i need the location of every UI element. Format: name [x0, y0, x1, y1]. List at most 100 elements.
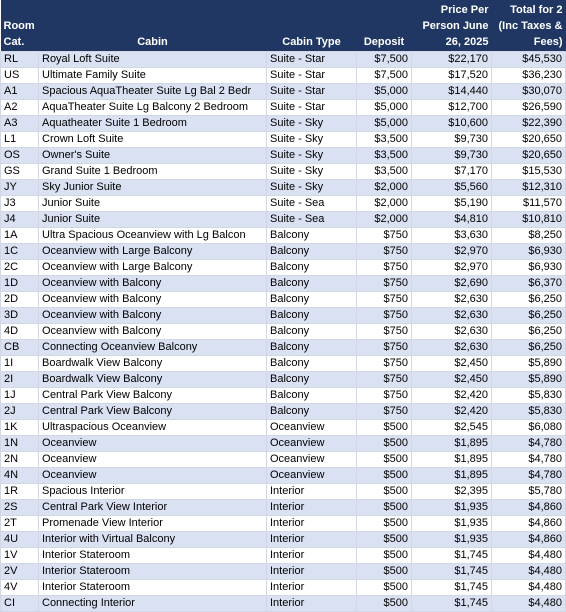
table-cell: $750 — [356, 291, 412, 308]
table-cell: $26,590 — [491, 99, 566, 116]
table-cell: $2,545 — [411, 419, 492, 436]
table-cell: $1,745 — [411, 563, 492, 580]
table-cell: Oceanview with Balcony — [38, 307, 267, 324]
table-cell: Central Park View Balcony — [38, 387, 267, 404]
table-cell: 4D — [0, 323, 39, 340]
table-row: OS Owner's Suite Suite - Sky $3,500 $9,730 $2… — [0, 147, 566, 164]
table-cell: $4,860 — [491, 499, 566, 516]
table-cell: 1I — [0, 355, 39, 372]
table-cell: 1C — [0, 243, 39, 260]
table-row: J3 Junior Suite Suite - Sea $2,000 $5,190 $11… — [0, 195, 566, 212]
table-row: 2T Promenade View Interior Interior $500 $1,… — [0, 515, 566, 532]
table-cell: $500 — [356, 499, 412, 516]
table-cell: Oceanview with Balcony — [38, 275, 267, 292]
table-cell: Oceanview with Large Balcony — [38, 259, 267, 276]
table-cell: $500 — [356, 579, 412, 596]
table-cell: Balcony — [266, 307, 357, 324]
table-cell: $20,650 — [491, 147, 566, 164]
table-row: 3D Oceanview with Balcony Balcony $750 $2,63… — [0, 307, 566, 324]
table-cell: $5,000 — [356, 83, 412, 100]
table-row: GS Grand Suite 1 Bedroom Suite - Sky $3,500… — [0, 163, 566, 180]
table-cell: $5,190 — [411, 195, 492, 212]
table-cell: $1,895 — [411, 435, 492, 452]
table-cell: $2,395 — [411, 483, 492, 500]
table-cell: Oceanview — [38, 435, 267, 452]
table-cell: Promenade View Interior — [38, 515, 267, 532]
table-cell: 2D — [0, 291, 39, 308]
table-cell: $4,810 — [411, 211, 492, 228]
table-cell: $6,250 — [491, 339, 566, 356]
table-cell: $4,480 — [491, 547, 566, 564]
table-cell: $1,745 — [411, 547, 492, 564]
table-cell: $10,810 — [491, 211, 566, 228]
table-cell: 4U — [0, 531, 39, 548]
table-cell: CI — [0, 595, 39, 612]
table-cell: $750 — [356, 227, 412, 244]
table-cell: $750 — [356, 339, 412, 356]
table-cell: $4,780 — [491, 451, 566, 468]
table-cell: $1,935 — [411, 515, 492, 532]
table-cell: $6,250 — [491, 291, 566, 308]
table-cell: $2,450 — [411, 355, 492, 372]
table-cell: 1R — [0, 483, 39, 500]
table-cell: 2C — [0, 259, 39, 276]
table-cell: Suite - Star — [266, 67, 357, 84]
table-cell: 2I — [0, 371, 39, 388]
table-cell: $17,520 — [411, 67, 492, 84]
table-cell: $3,630 — [411, 227, 492, 244]
table-cell: Suite - Sky — [266, 115, 357, 132]
table-cell: Balcony — [266, 387, 357, 404]
table-cell: $7,500 — [356, 67, 412, 84]
table-cell: Oceanview — [266, 451, 357, 468]
table-cell: $15,530 — [491, 163, 566, 180]
table-cell: $6,930 — [491, 243, 566, 260]
table-cell: Spacious AquaTheater Suite Lg Bal 2 Bedr — [38, 83, 267, 100]
table-cell: Balcony — [266, 403, 357, 420]
table-cell: $2,630 — [411, 323, 492, 340]
table-cell: Owner's Suite — [38, 147, 267, 164]
table-cell: $3,500 — [356, 131, 412, 148]
table-cell: $30,070 — [491, 83, 566, 100]
table-cell: Suite - Sky — [266, 147, 357, 164]
table-cell: Balcony — [266, 243, 357, 260]
table-cell: A2 — [0, 99, 39, 116]
table-cell: $5,830 — [491, 403, 566, 420]
table-cell: $2,000 — [356, 211, 412, 228]
table-cell: $2,630 — [411, 339, 492, 356]
table-cell: $750 — [356, 243, 412, 260]
table-cell: 2J — [0, 403, 39, 420]
table-cell: $12,700 — [411, 99, 492, 116]
table-row: 1J Central Park View Balcony Balcony $750 $2… — [0, 387, 566, 404]
table-cell: $500 — [356, 515, 412, 532]
table-row: A2 AquaTheater Suite Lg Balcony 2 Bedroom… — [0, 99, 566, 116]
table-cell: Grand Suite 1 Bedroom — [38, 163, 267, 180]
table-cell: $750 — [356, 371, 412, 388]
table-cell: Oceanview with Balcony — [38, 291, 267, 308]
table-cell: $12,310 — [491, 179, 566, 196]
table-row: 4V Interior Stateroom Interior $500 $1,745 $4… — [0, 579, 566, 596]
table-row: 4U Interior with Virtual Balcony Interior $… — [0, 531, 566, 548]
table-cell: Interior — [266, 483, 357, 500]
table-cell: $20,650 — [491, 131, 566, 148]
table-cell: Suite - Sky — [266, 131, 357, 148]
table-cell: Interior — [266, 515, 357, 532]
table-row: 2C Oceanview with Large Balcony Balcony $75… — [0, 259, 566, 276]
table-cell: 1V — [0, 547, 39, 564]
table-cell: $6,930 — [491, 259, 566, 276]
table-cell: L1 — [0, 131, 39, 148]
table-cell: $5,000 — [356, 99, 412, 116]
table-cell: 2S — [0, 499, 39, 516]
table-cell: Balcony — [266, 323, 357, 340]
table-cell: Oceanview — [38, 451, 267, 468]
table-cell: Aquatheater Suite 1 Bedroom — [38, 115, 267, 132]
table-cell: $6,080 — [491, 419, 566, 436]
table-cell: OS — [0, 147, 39, 164]
table-cell: $4,480 — [491, 579, 566, 596]
table-cell: Central Park View Interior — [38, 499, 267, 516]
table-cell: $2,630 — [411, 291, 492, 308]
table-cell: $4,780 — [491, 435, 566, 452]
table-cell: $3,500 — [356, 147, 412, 164]
table-cell: Ultra Spacious Oceanview with Lg Balcon — [38, 227, 267, 244]
table-cell: Balcony — [266, 355, 357, 372]
